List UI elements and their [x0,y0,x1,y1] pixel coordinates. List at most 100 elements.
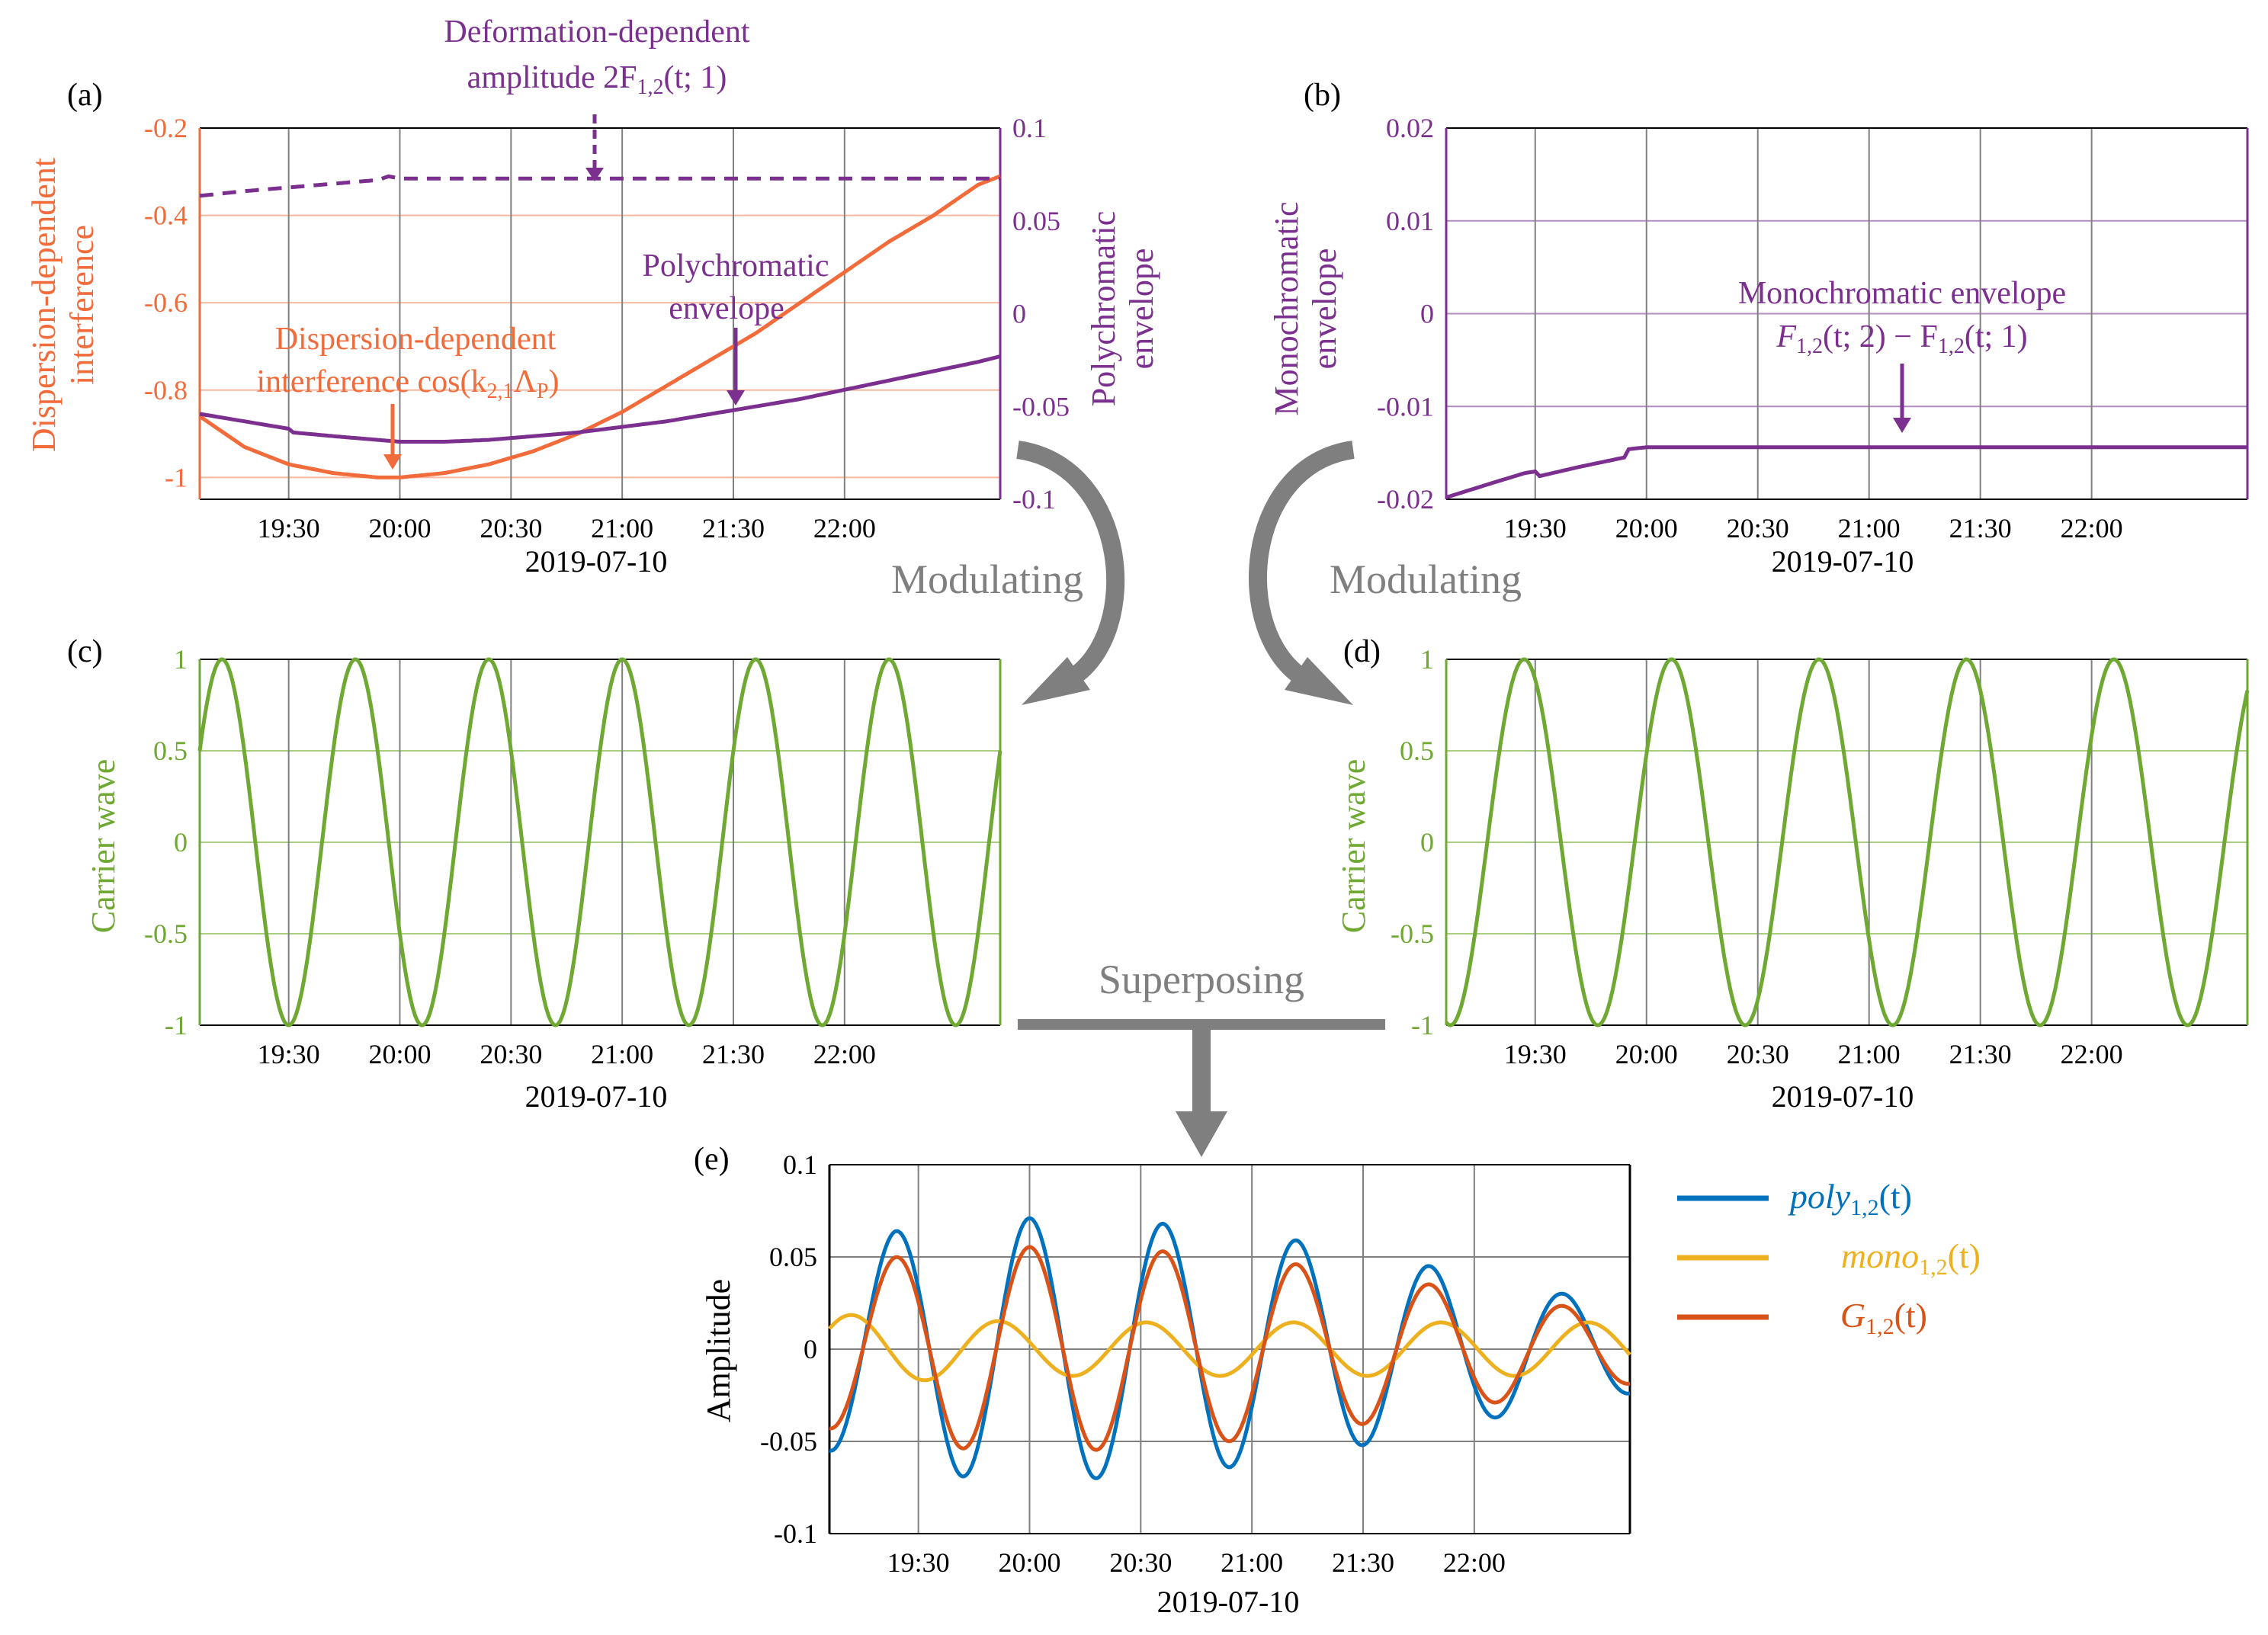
ylabel-left-a-line1: Dispersion-dependent [25,158,63,452]
xtick-label-b-2: 20:30 [1727,513,1789,543]
superposing-stem [1192,1025,1211,1117]
chart-panel-b: 19:30 20:00 20:30 21:00 21:30 22:00 -0.02 -0.01… [1377,113,2247,543]
ylabel-left-c: Carrier wave [85,759,122,933]
annotation-mono-line2: F1,2(t; 2) − F1,2(t; 1) [1776,319,2027,358]
annotation-poly-line1: Polychromatic [643,248,829,284]
modulating-right-label: Modulating [1330,556,1522,602]
panel-label-b: (b) [1304,78,1341,113]
ytick-label-a-2: -0.6 [144,287,188,318]
xtick-label-c-5: 22:00 [813,1039,876,1069]
annotation-mono-arrowhead [1893,418,1911,433]
ytick-label-d-4: 1 [1420,644,1434,675]
xtick-label-e-2: 20:30 [1109,1547,1172,1578]
xtick-label-a-1: 20:00 [368,513,431,543]
ytick-label-e-0: -0.1 [774,1518,817,1549]
xtick-label-c-2: 20:30 [480,1039,542,1069]
annotation-disp-line2: interference cos(k2,1ΛP) [256,364,559,403]
xlabel-d: 2019-07-10 [1772,1079,1914,1114]
legend-label-g: G1,2(t) [1840,1296,1927,1339]
figure-canvas: (a) (b) (c) (d) (e) 19:30 20:00 20:30 21:00… [0,0,2268,1635]
ytick-label-b-3: 0.01 [1386,206,1434,236]
xtick-label-d-0: 19:30 [1504,1039,1567,1069]
annotation-dispersion-interference: Dispersion-dependent interference cos(k2… [256,322,559,470]
xtick-label-b-4: 21:30 [1949,513,2012,543]
xlabel-a: 2019-07-10 [525,544,668,579]
ytick-label-a-4: -0.2 [144,113,188,143]
xtick-label-e-3: 21:00 [1221,1547,1283,1578]
ylabel-left-b: Monochromatic envelope [1268,201,1343,415]
ytick-label-c-4: 1 [174,644,188,675]
ytick-right-label-a-2: 0 [1012,299,1026,329]
panel-label-c: (c) [67,634,103,669]
series-line-a-2 [200,176,1000,196]
ytick-label-b-0: -0.02 [1377,484,1434,515]
xtick-label-c-1: 20:00 [368,1039,431,1069]
modulating-left-label: Modulating [891,556,1083,602]
xtick-label-c-4: 21:30 [702,1039,765,1069]
ytick-label-c-2: 0 [174,827,188,858]
ytick-label-a-1: -0.8 [144,375,188,406]
xtick-label-c-0: 19:30 [258,1039,320,1069]
ytick-right-label-a-3: 0.05 [1012,206,1060,236]
ytick-label-a-0: -1 [165,462,188,492]
ylabel-left-e: Amplitude [700,1279,737,1422]
superposing-arrowhead [1176,1111,1227,1157]
xtick-label-a-5: 22:00 [813,513,876,543]
annotation-poly-arrowhead [727,390,745,406]
xtick-label-b-3: 21:00 [1838,513,1901,543]
panel-label-a: (a) [67,78,103,113]
xtick-label-d-3: 21:00 [1838,1039,1901,1069]
ytick-label-b-2: 0 [1420,299,1434,329]
superposing-label: Superposing [1099,957,1304,1002]
legend-label-poly: poly1,2(t) [1788,1177,1912,1220]
ylabel-left-b-line2: envelope [1306,248,1343,370]
annotation-disp-line1: Dispersion-dependent [275,322,557,357]
flow-superposing: Superposing [1018,957,1385,1157]
xtick-label-d-1: 20:00 [1615,1039,1678,1069]
xtick-label-b-0: 19:30 [1504,513,1567,543]
ytick-label-b-1: -0.01 [1377,391,1434,422]
annotation-deformation-line1: Deformation-dependent [444,14,750,50]
series-line-e-1 [829,1315,1630,1380]
ytick-right-label-a-1: -0.05 [1012,391,1070,422]
ytick-label-d-0: -1 [1411,1010,1434,1040]
xlabel-e: 2019-07-10 [1157,1585,1300,1619]
annotation-mono-line1: Monochromatic envelope [1738,276,2066,311]
legend-label-mono: mono1,2(t) [1841,1236,1981,1280]
chart-panel-d: 19:30 20:00 20:30 21:00 21:30 22:00 -1 -0.5 0 0.5… [1391,644,2247,1069]
ytick-label-e-4: 0.1 [783,1149,817,1180]
flow-modulating-left: Modulating [891,450,1115,705]
xtick-label-a-2: 20:30 [480,513,542,543]
xtick-label-e-1: 20:00 [998,1547,1060,1578]
ytick-label-e-1: -0.05 [760,1426,817,1457]
xtick-label-a-4: 21:30 [702,513,765,543]
ytick-label-c-1: -0.5 [144,918,188,949]
annotation-deformation-line2: amplitude 2F1,2(t; 1) [467,60,727,99]
annotation-disp-arrowhead [383,454,402,470]
xtick-label-d-2: 20:30 [1727,1039,1789,1069]
xtick-label-e-5: 22:00 [1443,1547,1506,1578]
xlabel-b: 2019-07-10 [1772,544,1914,579]
annotation-monochromatic-envelope: Monochromatic envelope F1,2(t; 2) − F1,2… [1738,276,2066,433]
annotation-poly-line2: envelope [669,291,784,326]
xtick-label-e-4: 21:30 [1332,1547,1394,1578]
ytick-label-a-3: -0.4 [144,200,188,231]
ytick-right-label-a-4: 0.1 [1012,113,1047,143]
ytick-label-c-3: 0.5 [153,736,188,766]
legend-e: poly1,2(t) mono1,2(t) G1,2(t) [1677,1177,1981,1339]
ytick-label-b-4: 0.02 [1386,113,1434,143]
xtick-label-a-0: 19:30 [258,513,320,543]
xtick-label-a-3: 21:00 [591,513,653,543]
panel-label-d: (d) [1343,634,1381,669]
xtick-label-e-0: 19:30 [887,1547,950,1578]
ytick-label-e-2: 0 [804,1334,817,1364]
ylabel-right-a-line1: Polychromatic [1085,211,1122,407]
xtick-label-b-1: 20:00 [1615,513,1678,543]
ytick-label-d-2: 0 [1420,827,1434,858]
xtick-label-d-5: 22:00 [2061,1039,2123,1069]
ylabel-right-a: Polychromatic envelope [1085,211,1160,407]
ytick-label-d-3: 0.5 [1400,736,1434,766]
ytick-label-c-0: -1 [165,1010,188,1040]
ylabel-right-a-line2: envelope [1123,248,1160,370]
ytick-label-e-3: 0.05 [769,1242,817,1272]
